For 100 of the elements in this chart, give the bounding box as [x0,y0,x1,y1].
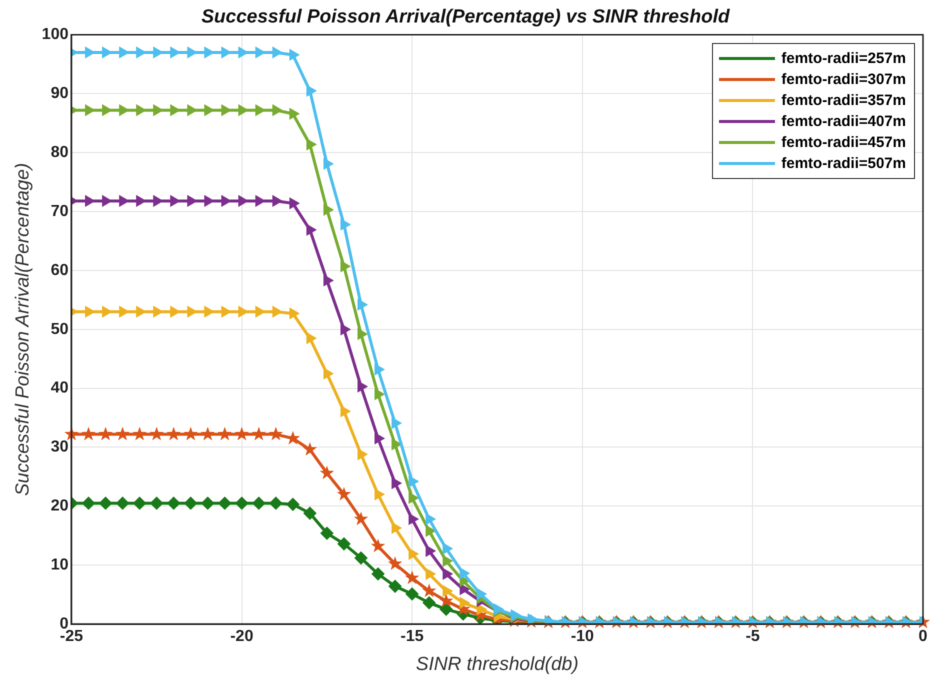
point [306,85,316,96]
point [408,548,419,560]
point [372,567,385,580]
point [303,506,316,520]
point [302,442,318,456]
point [340,260,350,272]
y-tick-label: 50 [50,320,69,338]
point [476,604,487,615]
point [340,218,350,230]
x-axis-title: SINR threshold(db) [416,654,579,675]
point [374,364,385,376]
point [306,138,316,150]
point [340,324,350,336]
legend-label: femto-radii=457m [781,134,906,151]
point [388,556,402,570]
point [234,426,249,440]
point [82,496,96,510]
point [358,328,368,340]
legend-label: femto-radii=307m [781,70,906,88]
point [150,426,164,440]
y-axis-title: Successful Poisson Arrival(Percentage) [12,162,34,496]
point [439,594,454,608]
point [184,426,198,440]
point [252,496,266,510]
point [166,426,181,440]
point [272,104,282,116]
point [426,525,436,537]
x-tick-label: -15 [400,628,424,646]
point [306,224,316,236]
point [460,597,470,608]
point [115,426,130,440]
point [200,426,215,440]
point [323,274,334,286]
y-tick-label: 70 [50,202,69,220]
point [272,306,282,318]
point [354,512,368,526]
point [306,332,316,344]
point [408,513,419,525]
point [218,426,232,440]
point [98,426,113,440]
point [289,308,300,320]
point [408,492,419,504]
point [406,587,419,600]
point [340,406,350,417]
point [442,568,453,580]
point [336,486,352,500]
point [132,426,147,440]
y-tick-label: 20 [50,498,69,515]
x-tick-label: -25 [60,628,84,646]
point [116,496,130,510]
point [374,388,385,400]
point [167,496,180,510]
point [201,496,214,510]
y-tick-label: 60 [50,262,69,279]
point [392,417,402,429]
point [358,380,368,392]
point [442,585,453,597]
x-tick-label: -20 [230,628,254,646]
point [235,496,248,510]
point [354,552,368,565]
point [404,570,420,584]
chart-title: Successful Poisson Arrival(Percentage) vs SINR threshold [201,6,730,28]
point [408,476,419,488]
y-tick-label: 100 [42,26,69,44]
point [426,513,436,525]
point [442,542,453,554]
legend-label: femto-radii=357m [781,92,906,109]
point [388,580,402,593]
legend-label: femto-radii=507m [781,154,906,172]
point [99,496,112,510]
point [218,496,232,510]
point [289,108,300,120]
point [252,426,266,440]
y-tick-label: 30 [50,438,69,456]
x-tick-label: -5 [746,628,760,646]
point [460,568,470,580]
point [323,204,334,216]
point [320,526,334,540]
point [272,195,282,207]
y-tick-label: 80 [50,144,69,162]
point [358,448,368,460]
point [440,602,453,616]
point [358,298,368,310]
y-tick-label: 40 [50,380,69,397]
point [323,368,334,380]
point [392,477,402,489]
point [289,49,300,61]
point [422,584,436,598]
legend-label: femto-radii=257m [781,50,906,67]
point [422,596,436,610]
legend-label: femto-radii=407m [781,112,906,130]
point [289,198,300,210]
point [392,522,402,534]
point [337,537,350,550]
point [269,496,282,510]
point [426,568,436,580]
x-tick-label: -10 [570,628,594,646]
point [374,432,385,444]
point [184,496,198,510]
x-tick-label: 0 [918,628,928,646]
